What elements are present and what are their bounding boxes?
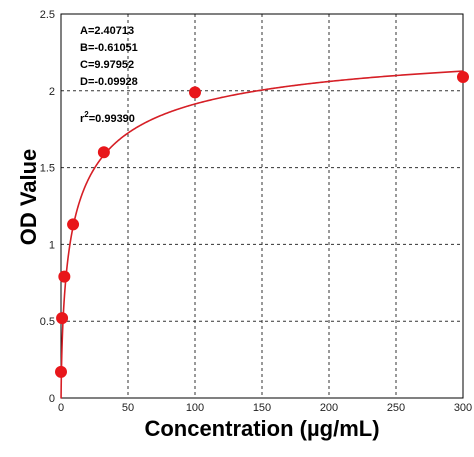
data-point [457, 70, 469, 83]
r-squared-superscript: 2 [84, 110, 89, 119]
y-tick-label: 1.5 [40, 163, 55, 175]
data-point [56, 312, 69, 325]
y-tick-label: 2.5 [40, 9, 55, 21]
grid [61, 14, 463, 398]
plot-frame [60, 13, 464, 399]
x-tick-label: 50 [122, 402, 134, 414]
x-tick-label: 100 [186, 402, 204, 414]
x-tick-label: 0 [58, 402, 64, 414]
fit-curve [60, 70, 464, 399]
y-tick-label: 2 [49, 86, 55, 98]
param-c: C=9.97952 [80, 59, 134, 71]
x-tick-label: 250 [387, 402, 405, 414]
param-d: D=-0.09928 [80, 76, 138, 88]
r-squared-value: =0.99390 [89, 113, 135, 125]
x-tick-label: 200 [320, 402, 338, 414]
data-point [67, 218, 80, 231]
r-squared: r2=0.99390 [80, 110, 135, 125]
y-tick-label: 1 [49, 239, 55, 251]
data-points [55, 70, 469, 378]
y-axis-label: OD Value [16, 149, 41, 246]
x-axis-label: Concentration (µg/mL) [144, 416, 379, 441]
data-point [55, 365, 67, 378]
param-b: B=-0.61051 [80, 42, 138, 54]
data-point [58, 270, 71, 283]
fit-parameters: A=2.40713 B=-0.61051 C=9.97952 D=-0.0992… [80, 25, 138, 125]
y-tick-label: 0.5 [40, 316, 55, 328]
tick-labels: 0 50 100 150 200 250 300 0 0.5 1 1.5 2 2.5 [40, 9, 472, 414]
x-tick-label: 300 [454, 402, 472, 414]
param-a: A=2.40713 [80, 25, 134, 37]
axes [60, 13, 464, 399]
data-point [97, 146, 110, 159]
data-point [189, 86, 201, 99]
r-squared-prefix: r [80, 113, 85, 125]
fit-curve-layer [60, 70, 464, 399]
y-tick-label: 0 [49, 393, 55, 405]
x-tick-label: 150 [253, 402, 271, 414]
